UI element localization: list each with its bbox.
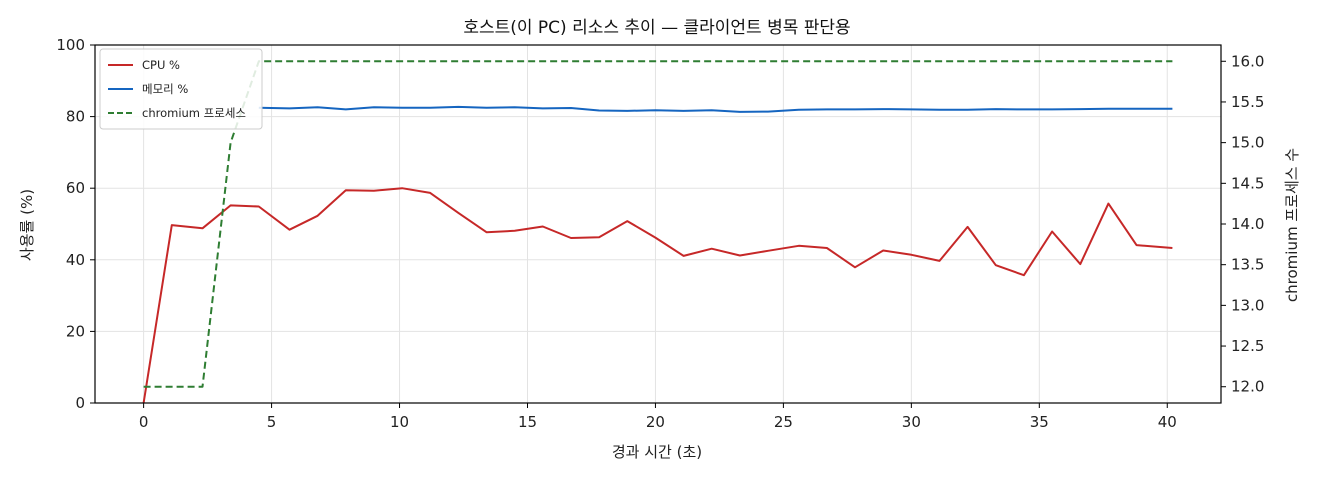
plot-frame xyxy=(94,44,1222,404)
series-line-3 xyxy=(143,60,1173,388)
y-tick-label: 20 xyxy=(66,322,85,340)
y2-tick-label: 16.0 xyxy=(1231,52,1264,70)
y-tick-label: 0 xyxy=(75,394,85,412)
x-tick-label: 5 xyxy=(267,413,277,431)
y2-tick-label: 12.0 xyxy=(1231,378,1264,396)
x-tick-label: 40 xyxy=(1158,413,1177,431)
legend-label: 메모리 % xyxy=(142,82,188,96)
y2-tick-label: 12.5 xyxy=(1231,337,1264,355)
x-tick-label: 15 xyxy=(518,413,537,431)
y-tick-label: 80 xyxy=(66,108,85,126)
y-tick-label: 40 xyxy=(66,251,85,269)
y2-tick-label: 13.0 xyxy=(1231,296,1264,314)
y2-tick-label: 15.5 xyxy=(1231,93,1264,111)
y-tick-label: 100 xyxy=(56,36,85,54)
grid xyxy=(95,44,1221,404)
legend-label: chromium 프로세스 xyxy=(142,106,246,120)
legend-label: CPU % xyxy=(142,58,180,72)
y2-tick-label: 13.5 xyxy=(1231,256,1264,274)
y2-axis-title: chromium 프로세스 수 xyxy=(1283,148,1301,302)
legend-box xyxy=(99,48,263,130)
x-tick-label: 25 xyxy=(774,413,793,431)
plot-area xyxy=(142,60,1173,404)
x-tick-label: 30 xyxy=(902,413,921,431)
legend: CPU % 메모리 % chromium 프로세스 xyxy=(99,48,263,130)
series-line-2 xyxy=(258,105,1173,113)
y-axis-right: 12.0 12.5 13.0 13.5 14.0 14.5 15.0 15.5 16.0 xyxy=(1221,52,1264,396)
y-axis-left: 0 20 40 60 80 100 xyxy=(56,36,95,412)
y-tick-label: 60 xyxy=(66,179,85,197)
chart-title: 호스트(이 PC) 리소스 추이 — 클라이언트 병목 판단용 xyxy=(463,18,850,38)
y-axis-title: 사용률 (%) xyxy=(18,189,36,261)
x-tick-label: 0 xyxy=(139,413,149,431)
x-tick-label: 20 xyxy=(646,413,665,431)
y2-tick-label: 14.0 xyxy=(1231,215,1264,233)
x-axis: 0 5 10 15 20 25 30 35 40 xyxy=(139,403,1177,431)
x-tick-label: 10 xyxy=(390,413,409,431)
x-tick-label: 35 xyxy=(1030,413,1049,431)
y2-tick-label: 15.0 xyxy=(1231,134,1264,152)
y2-tick-label: 14.5 xyxy=(1231,174,1264,192)
x-axis-title: 경과 시간 (초) xyxy=(612,443,702,461)
series-line-1 xyxy=(142,187,1173,404)
